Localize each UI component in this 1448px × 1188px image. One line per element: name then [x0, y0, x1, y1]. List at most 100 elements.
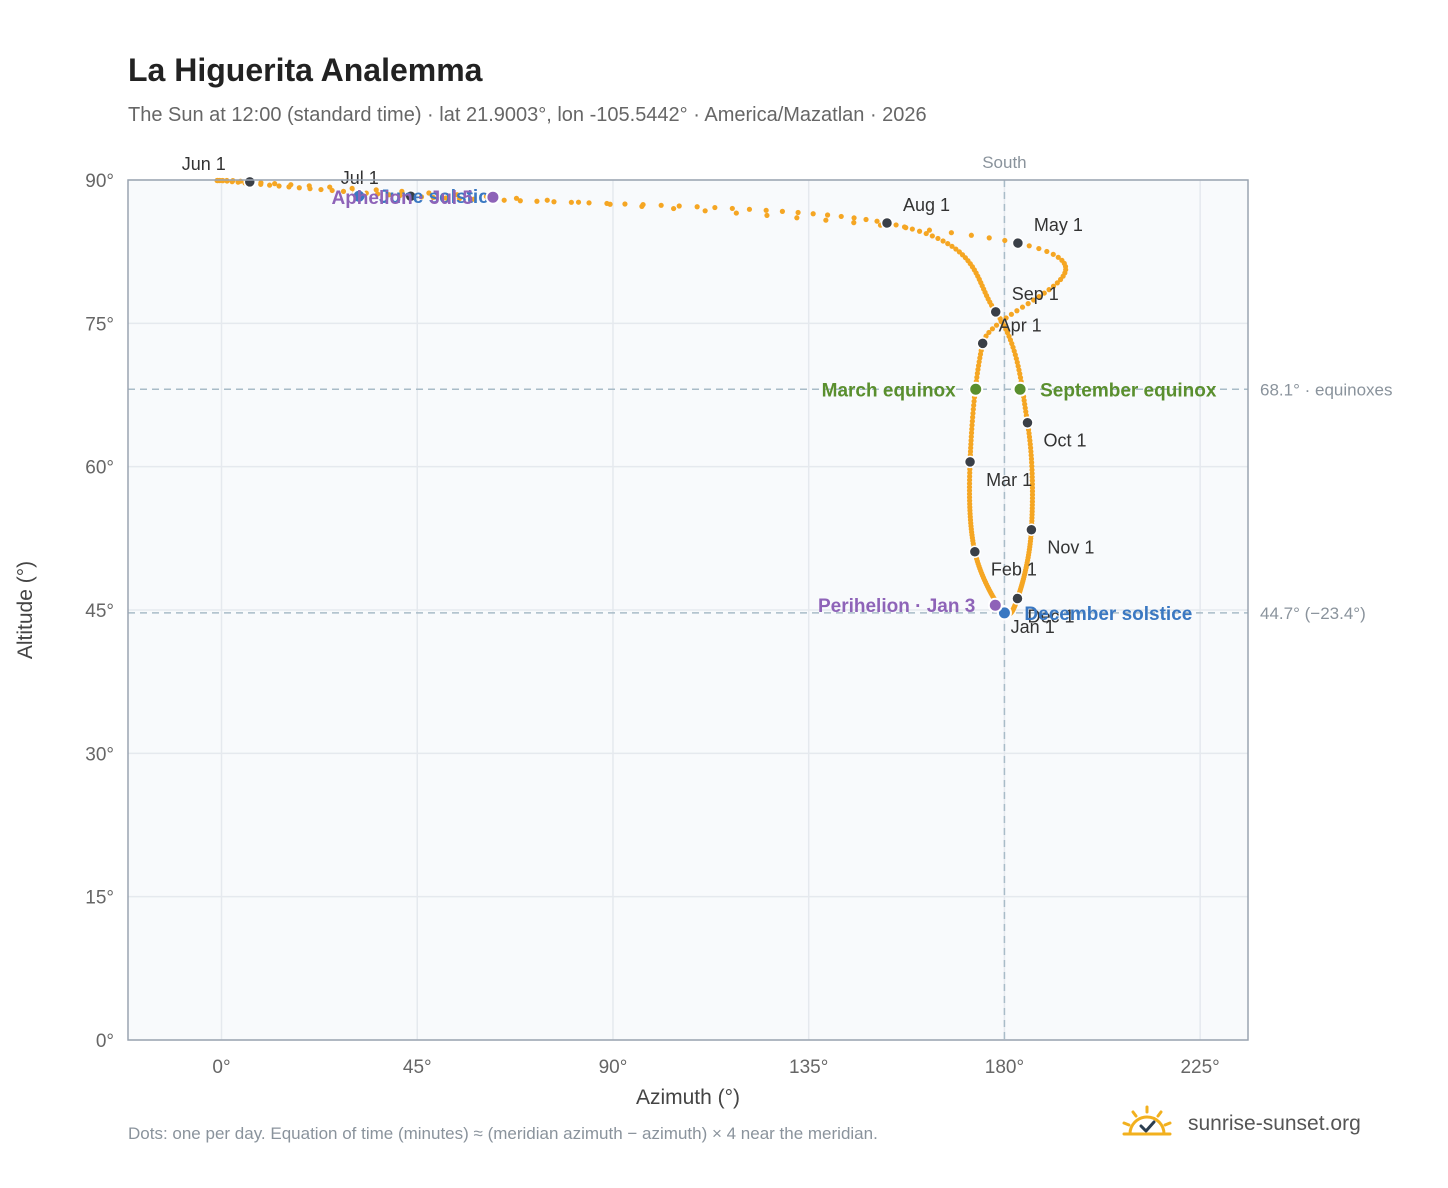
- event-marker-dot: [1012, 381, 1028, 397]
- daily-dot: [640, 202, 646, 208]
- daily-dot: [971, 398, 977, 404]
- daily-dot: [1055, 254, 1061, 260]
- daily-dot: [968, 232, 974, 238]
- event-marker-dot: [987, 597, 1003, 613]
- daily-dot: [935, 235, 941, 242]
- reference-line-label: 44.7° (−23.4°): [1260, 604, 1366, 623]
- daily-dot: [909, 226, 915, 232]
- plot-border: [127, 179, 1249, 1041]
- daily-dot: [373, 187, 379, 193]
- daily-dot: [970, 406, 976, 412]
- daily-dot: [764, 212, 770, 219]
- month-marker-label: Aug 1: [903, 195, 950, 215]
- daily-dot: [430, 194, 436, 201]
- daily-dot: [286, 184, 292, 190]
- daily-dot: [986, 329, 992, 336]
- month-marker-dot: [1021, 416, 1034, 429]
- daily-dot: [970, 414, 976, 420]
- x-tick-label: 135°: [789, 1057, 828, 1078]
- daily-dot: [456, 196, 463, 202]
- daily-dot: [551, 199, 557, 205]
- south-label: South: [982, 153, 1026, 172]
- y-tick-label: 0°: [96, 1031, 114, 1052]
- daily-dot: [983, 333, 989, 339]
- month-marker-dot: [989, 305, 1002, 319]
- event-marker-label: September equinox: [1040, 380, 1217, 401]
- daily-dot: [948, 230, 954, 236]
- daily-dot: [1019, 304, 1026, 310]
- daily-dot: [658, 202, 664, 208]
- daily-dot: [810, 211, 816, 217]
- chart-footnote: Dots: one per day. Equation of time (min…: [128, 1124, 878, 1143]
- x-tick-label: 225°: [1180, 1057, 1219, 1078]
- daily-dot: [501, 197, 507, 203]
- daily-dot: [1014, 308, 1020, 314]
- daily-dot: [276, 183, 282, 189]
- daily-dot: [702, 208, 708, 214]
- y-tick-label: 60°: [85, 458, 114, 479]
- y-axis-title: Altitude (°): [14, 561, 37, 659]
- daily-dot: [1036, 245, 1042, 252]
- daily-dot: [454, 192, 460, 198]
- daily-dot: [426, 190, 432, 196]
- daily-dot: [923, 230, 929, 237]
- daily-dot: [733, 210, 739, 216]
- x-tick-label: 45°: [403, 1057, 432, 1078]
- month-marker-label: Jul 1: [341, 168, 379, 188]
- daily-dot: [329, 187, 335, 194]
- daily-dot: [967, 470, 973, 476]
- daily-dot: [1025, 301, 1031, 307]
- month-marker-dot: [1025, 523, 1038, 536]
- daily-dot: [443, 195, 449, 201]
- y-tick-label: 75°: [85, 314, 114, 335]
- month-markers: Jan 1 Feb 1 Mar 1 Apr 1 May 1 Jun 1 Jul 1 Aug 1…: [182, 154, 1095, 637]
- daily-dot: [968, 441, 974, 447]
- daily-dot: [349, 185, 355, 192]
- daily-dot: [622, 201, 628, 207]
- daily-dot: [671, 205, 677, 212]
- daily-dot: [971, 402, 977, 408]
- daily-dot: [1026, 243, 1032, 249]
- month-marker-dot: [880, 216, 894, 230]
- daily-dot: [307, 186, 313, 192]
- daily-dot: [986, 235, 992, 241]
- chart-subtitle: The Sun at 12:00 (standard time) · lat 2…: [128, 104, 927, 126]
- daily-dot: [795, 209, 801, 216]
- daily-dot: [851, 215, 857, 221]
- daily-dot: [712, 204, 718, 211]
- daily-dot: [340, 188, 347, 194]
- event-marker-label: December solstice: [1024, 604, 1192, 625]
- event-marker-dot: [968, 381, 984, 397]
- daily-dot: [916, 228, 923, 234]
- brand[interactable]: sunrise-sunset.org: [1120, 1104, 1361, 1144]
- daily-dot: [794, 215, 800, 221]
- daily-dot: [676, 203, 682, 209]
- daily-dot: [729, 205, 735, 212]
- month-marker-label: Oct 1: [1043, 431, 1086, 451]
- daily-dot: [513, 195, 520, 201]
- daily-dot: [296, 185, 302, 191]
- daily-dot: [974, 374, 980, 380]
- x-tick-label: 90°: [599, 1057, 628, 1078]
- daily-dot: [267, 182, 273, 188]
- daily-dot: [968, 430, 975, 436]
- daily-dot: [235, 179, 241, 185]
- month-marker-label: Dec 1: [1027, 607, 1074, 627]
- chart-title: La Higuerita Analemma: [128, 52, 483, 88]
- event-marker-label: March equinox: [822, 380, 957, 401]
- daily-dot: [544, 197, 550, 203]
- x-tick-label: 180°: [985, 1057, 1024, 1078]
- daily-dot: [968, 445, 974, 451]
- daily-dot: [471, 196, 477, 202]
- daily-dot: [1029, 467, 1035, 473]
- daily-dot: [824, 212, 831, 218]
- daily-dot: [272, 181, 278, 187]
- daily-dot: [534, 198, 540, 204]
- daily-dot: [1046, 287, 1052, 293]
- daily-dot: [418, 194, 425, 200]
- event-marker-label: Aphelion · Jul 5: [331, 188, 473, 209]
- month-marker-dot: [963, 455, 977, 469]
- month-marker-label: Jan 1: [1011, 617, 1055, 637]
- daily-dot: [397, 192, 403, 199]
